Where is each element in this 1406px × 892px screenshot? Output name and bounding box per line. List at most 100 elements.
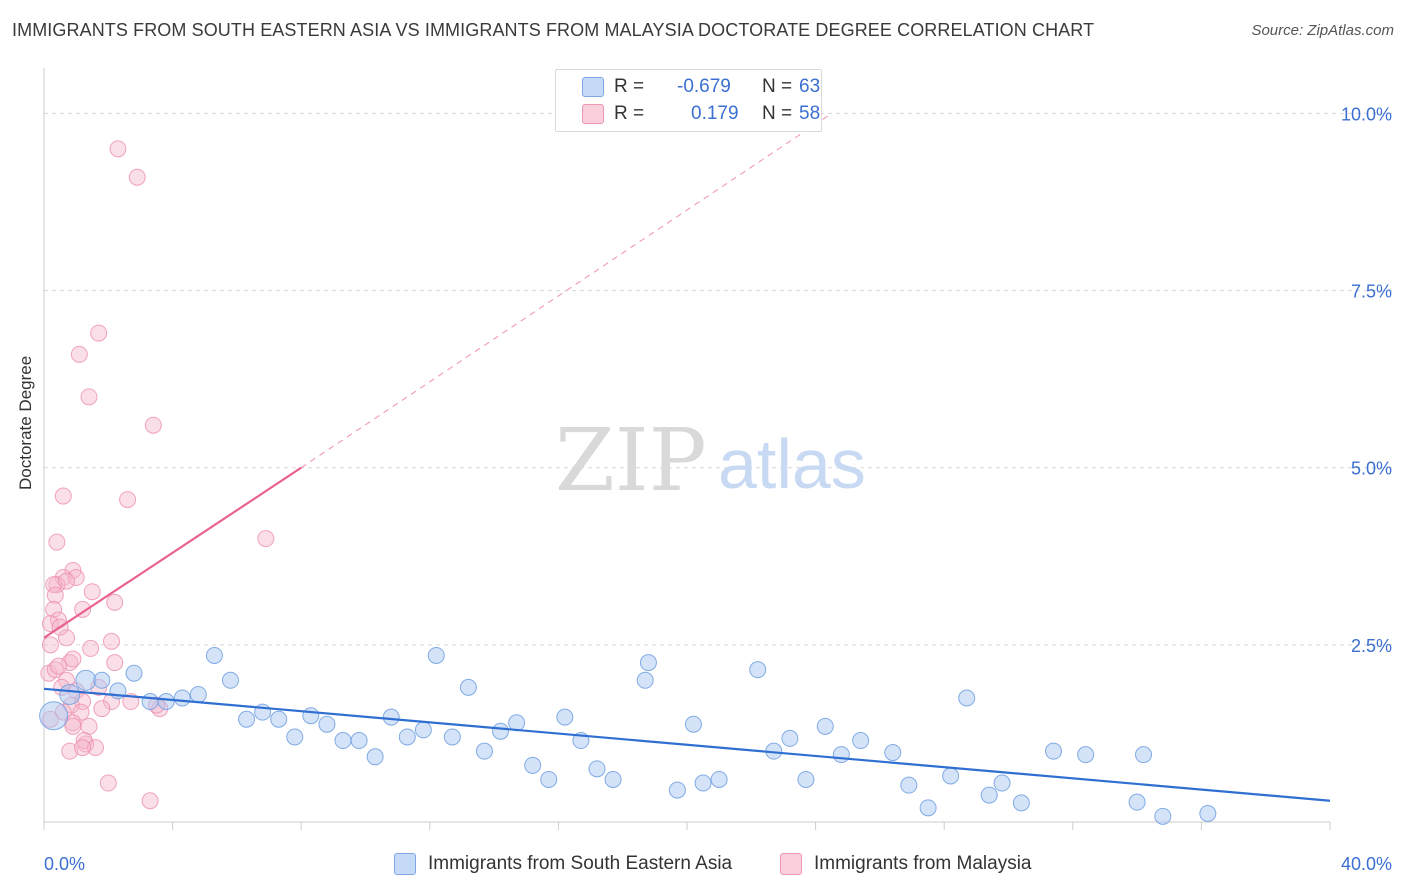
data-point-malaysia bbox=[48, 533, 66, 551]
watermark-zip: ZIP bbox=[555, 411, 707, 511]
data-point-sea bbox=[475, 742, 493, 760]
legend-n-value-sea: 63 bbox=[799, 76, 821, 97]
bottom-legend-swatch-malaysia bbox=[780, 853, 802, 875]
data-point-malaysia bbox=[67, 569, 85, 587]
correlation-legend: R = -0.679 N = 63 R = 0.179 N = 58 bbox=[555, 69, 822, 132]
legend-r-value-sea: -0.679 bbox=[677, 76, 731, 97]
data-point-sea bbox=[884, 744, 902, 762]
bottom-legend-label-sea: Immigrants from South Eastern Asia bbox=[428, 853, 733, 874]
data-point-sea bbox=[492, 722, 510, 740]
data-point-sea bbox=[459, 678, 477, 696]
data-point-sea bbox=[286, 728, 304, 746]
data-point-malaysia bbox=[45, 600, 63, 618]
data-point-sea bbox=[852, 732, 870, 750]
data-point-malaysia bbox=[49, 657, 67, 675]
tick-labels: 2.5% 5.0% 7.5% 10.0% 0.0% 40.0% bbox=[44, 104, 1392, 874]
data-point-sea bbox=[350, 732, 368, 750]
data-point-sea bbox=[694, 774, 712, 792]
data-point-malaysia bbox=[41, 615, 59, 633]
data-point-malaysia bbox=[70, 345, 88, 363]
data-point-sea bbox=[942, 767, 960, 785]
bottom-legend-malaysia: Immigrants from Malaysia bbox=[780, 850, 1032, 878]
data-point-sea bbox=[958, 689, 976, 707]
data-point-sea bbox=[443, 728, 461, 746]
trend-line-malaysia bbox=[43, 466, 302, 639]
trend-line-malaysia-extension bbox=[300, 112, 833, 469]
data-point-malaysia bbox=[93, 700, 111, 718]
data-point-malaysia bbox=[106, 593, 124, 611]
data-point-sea bbox=[39, 701, 69, 731]
data-point-sea bbox=[141, 693, 159, 711]
data-point-malaysia bbox=[82, 639, 100, 657]
data-point-sea bbox=[398, 728, 416, 746]
bottom-legend-swatch-sea bbox=[394, 853, 416, 875]
data-point-sea bbox=[318, 715, 336, 733]
bottom-legend-sea: Immigrants from South Eastern Asia bbox=[394, 850, 732, 878]
data-point-malaysia bbox=[103, 632, 121, 650]
y-tick-label: 7.5% bbox=[1351, 282, 1392, 302]
legend-r-label: R = bbox=[614, 103, 645, 124]
data-point-sea bbox=[604, 770, 622, 788]
data-point-malaysia bbox=[58, 572, 76, 590]
data-point-sea bbox=[540, 770, 558, 788]
data-point-sea bbox=[1135, 746, 1153, 764]
y-tick-label: 2.5% bbox=[1351, 636, 1392, 656]
data-point-sea bbox=[221, 671, 239, 689]
trend-line-sea bbox=[43, 687, 1331, 802]
chart-title: IMMIGRANTS FROM SOUTH EASTERN ASIA VS IM… bbox=[12, 20, 1095, 40]
data-point-sea bbox=[59, 683, 81, 705]
data-point-sea bbox=[980, 786, 998, 804]
data-point-malaysia bbox=[80, 717, 98, 735]
data-point-sea bbox=[710, 770, 728, 788]
bottom-legend-label-malaysia: Immigrants from Malaysia bbox=[814, 853, 1032, 874]
data-point-sea bbox=[302, 707, 320, 725]
data-point-sea bbox=[189, 685, 207, 703]
axes bbox=[43, 68, 1331, 830]
data-point-malaysia bbox=[58, 629, 76, 647]
data-point-malaysia bbox=[99, 774, 117, 792]
y-tick-label: 5.0% bbox=[1351, 459, 1392, 479]
y-tick-label: 10.0% bbox=[1341, 104, 1392, 124]
watermark-atlas: atlas bbox=[718, 425, 866, 503]
data-point-sea bbox=[1077, 746, 1095, 764]
data-point-sea bbox=[556, 708, 574, 726]
data-point-malaysia bbox=[64, 717, 82, 735]
watermark: ZIP atlas bbox=[555, 411, 866, 511]
data-point-sea bbox=[900, 776, 918, 794]
legend-n-value-malaysia: 58 bbox=[799, 103, 821, 124]
data-point-sea bbox=[366, 748, 384, 766]
data-point-sea bbox=[816, 717, 834, 735]
data-point-sea bbox=[668, 781, 686, 799]
data-point-malaysia bbox=[141, 792, 159, 810]
data-point-sea bbox=[1128, 793, 1146, 811]
data-point-sea bbox=[636, 671, 654, 689]
data-point-sea bbox=[75, 669, 97, 691]
data-point-sea bbox=[157, 693, 175, 711]
data-point-sea bbox=[125, 664, 143, 682]
gridlines bbox=[44, 112, 1392, 646]
data-point-sea bbox=[1154, 807, 1172, 825]
data-point-sea bbox=[832, 746, 850, 764]
data-point-sea bbox=[919, 799, 937, 817]
data-point-sea bbox=[173, 689, 191, 707]
data-point-malaysia bbox=[64, 650, 82, 668]
legend-r-label: R = bbox=[614, 76, 645, 97]
data-point-malaysia bbox=[61, 742, 79, 760]
data-point-sea bbox=[334, 732, 352, 750]
source-credit: Source: ZipAtlas.com bbox=[1251, 22, 1394, 39]
data-point-malaysia bbox=[119, 491, 137, 509]
x-tick-label-min: 0.0% bbox=[44, 854, 85, 874]
data-point-malaysia bbox=[46, 586, 64, 604]
legend-r-value-malaysia: 0.179 bbox=[691, 103, 739, 124]
data-point-malaysia bbox=[257, 530, 275, 548]
data-point-sea bbox=[588, 760, 606, 778]
data-point-malaysia bbox=[128, 168, 146, 186]
data-point-sea bbox=[238, 710, 256, 728]
data-point-malaysia bbox=[41, 636, 59, 654]
data-point-malaysia bbox=[86, 739, 104, 757]
series-malaysia-points bbox=[40, 140, 275, 810]
data-point-malaysia bbox=[109, 140, 127, 158]
data-point-sea bbox=[414, 721, 432, 739]
data-point-malaysia bbox=[83, 583, 101, 601]
trend-lines bbox=[43, 112, 1331, 802]
